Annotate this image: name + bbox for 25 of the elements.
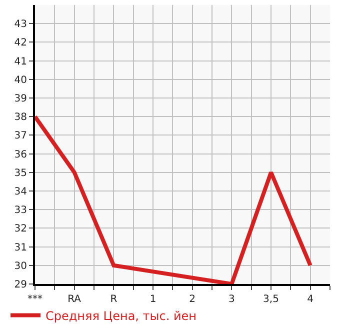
y-tick-label: 42 [14,38,27,49]
y-tick-label: 32 [14,224,27,235]
y-tick-label: 29 [14,280,27,290]
y-tick-label: 33 [14,205,27,216]
y-tick-label: 43 [14,19,27,30]
y-tick-label: 35 [14,168,27,179]
y-tick-label: 40 [14,74,27,86]
x-tick-label: *** [28,294,42,305]
x-tick-label: RA [68,294,82,305]
y-tick-label: 38 [14,112,27,124]
y-tick-label: 39 [14,94,27,104]
y-tick-label: 34 [14,186,27,198]
y-tick-label: 37 [14,130,27,142]
y-tick-label: 30 [14,260,27,272]
x-tick-label: 3,5 [263,294,279,305]
y-tick-label: 31 [14,242,27,254]
x-tick-label: 2 [189,294,196,305]
x-tick-label: 1 [150,294,156,305]
x-tick-label: R [110,294,118,305]
line-series [35,114,312,284]
x-tick-label: 4 [307,294,314,305]
y-tick-label: 36 [14,149,27,160]
legend-label: Средняя Цена, тыс. йен [46,308,197,323]
x-tick-label: 3 [228,294,235,305]
y-tick-label: 41 [14,56,27,68]
